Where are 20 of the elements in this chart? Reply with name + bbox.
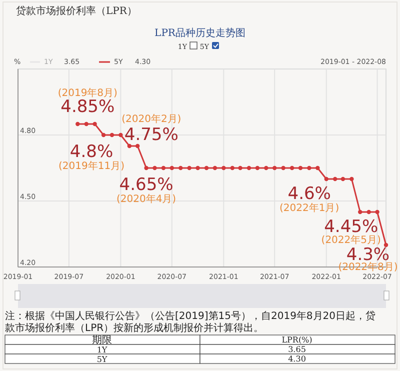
text: 3.65 (288, 345, 306, 354)
annotation: (2019年8月) (58, 87, 118, 99)
annotation: 4.85% (60, 97, 115, 117)
annotation: (2020年4月) (116, 193, 176, 205)
text: 1Y (96, 346, 108, 354)
annotation: (2020年2月) (122, 113, 182, 125)
annotation: 4.75% (124, 125, 178, 145)
text: LPR(%) (282, 336, 312, 344)
annotation: (2019年11月) (58, 160, 125, 172)
annotation: 4.65% (119, 175, 174, 195)
text: 4.30 (288, 354, 306, 364)
text: 期限 (92, 334, 112, 346)
text: 5Y (96, 355, 108, 364)
annotation: (2022年5月) (321, 234, 382, 246)
chart-title: 贷款市场报价利率（LPR） (16, 5, 137, 17)
annotation: 4.6% (288, 184, 331, 204)
chart-subtitle: LPR品种历史走势图 (154, 27, 246, 39)
annotation: (2022年1月) (280, 202, 340, 214)
annotation: 4.8% (70, 142, 114, 162)
text: 注：根据《中国人民银行公告》（公告[2019]第15号），自2019年8月20日起，贷款市场报价利率（LPR）按新的形成机制报价并计算得出。 (5, 310, 376, 334)
